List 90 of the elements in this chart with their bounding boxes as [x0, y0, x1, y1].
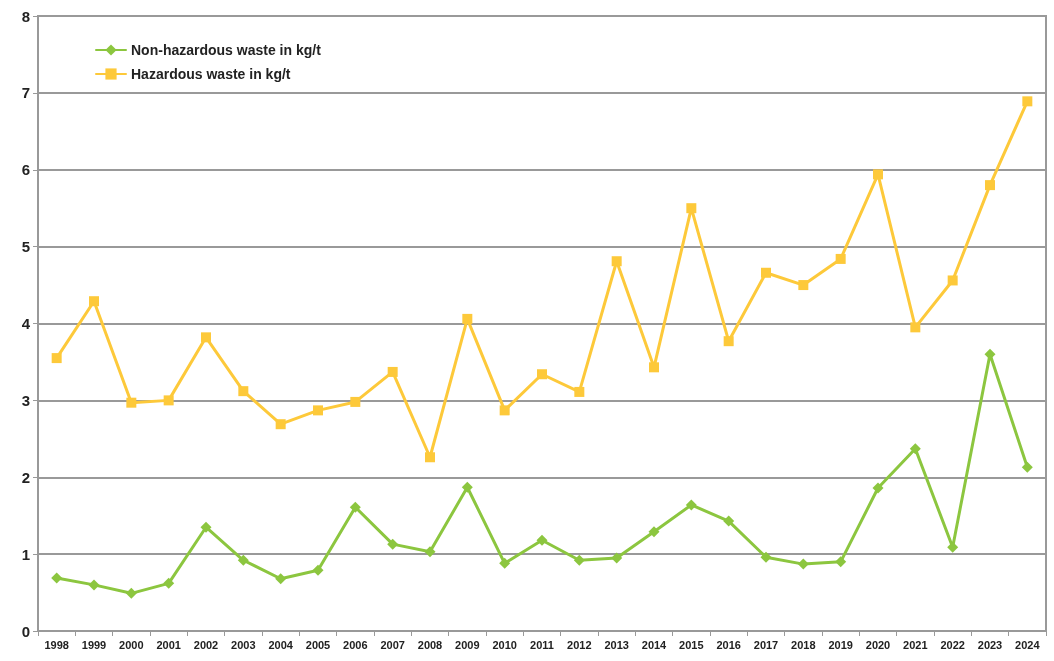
- point: [237, 554, 249, 566]
- x-tick-label: 2009: [455, 638, 480, 651]
- y-tick-label: 7: [21, 84, 30, 102]
- y-tick-label: 6: [21, 161, 30, 179]
- point: [648, 526, 660, 538]
- x-tick-label: 2003: [231, 638, 256, 651]
- x-tick-label: 2021: [903, 638, 928, 651]
- point: [313, 405, 323, 416]
- point: [89, 296, 99, 307]
- point: [985, 180, 995, 191]
- x-tick-label: 1998: [44, 638, 69, 651]
- point: [126, 397, 137, 408]
- point: [163, 577, 175, 589]
- x-tick-label: 2023: [977, 638, 1003, 651]
- point: [798, 280, 809, 291]
- point: [350, 396, 361, 407]
- point: [573, 554, 585, 566]
- point: [163, 395, 174, 406]
- x-tick-label: 2008: [417, 638, 443, 651]
- point: [275, 573, 287, 585]
- point: [349, 501, 361, 513]
- point: [537, 369, 547, 380]
- x-tick-label: 2000: [119, 638, 144, 651]
- point: [387, 538, 399, 550]
- x-tick-label: 2012: [567, 638, 592, 651]
- point: [51, 353, 62, 364]
- y-tick-label: 8: [21, 7, 30, 25]
- x-tick-label: 2022: [940, 638, 965, 651]
- x-tick-label: 2006: [343, 638, 368, 651]
- x-tick-label: 1999: [81, 638, 107, 651]
- point: [649, 362, 659, 373]
- x-tick-label: 2017: [753, 638, 779, 651]
- point: [88, 579, 100, 591]
- point: [761, 267, 771, 278]
- point: [499, 557, 511, 569]
- x-tick-label: 2001: [156, 638, 181, 651]
- x-tick-label: 2016: [716, 638, 741, 651]
- point: [611, 256, 622, 267]
- point: [461, 481, 473, 493]
- point: [424, 546, 436, 558]
- point: [387, 366, 398, 377]
- point: [574, 386, 585, 397]
- point: [425, 452, 435, 463]
- point: [723, 336, 734, 347]
- point: [872, 482, 884, 494]
- point: [835, 556, 847, 568]
- y-tick-label: 4: [21, 315, 31, 332]
- point: [1021, 461, 1033, 473]
- point: [686, 203, 697, 214]
- point: [947, 275, 958, 286]
- point: [685, 499, 697, 511]
- point: [611, 552, 623, 564]
- x-tick-label: 2002: [193, 638, 219, 651]
- point: [312, 564, 324, 576]
- point: [723, 515, 735, 527]
- x-tick-label: 2014: [641, 638, 668, 651]
- y-tick-label: 0: [21, 622, 30, 640]
- y-tick-label: 2: [21, 468, 30, 486]
- point: [536, 534, 548, 546]
- x-tick-label: 2010: [492, 638, 517, 651]
- point: [238, 386, 249, 397]
- x-tick-label: 2019: [828, 638, 853, 651]
- x-tick-label: 2005: [305, 638, 331, 651]
- y-tick-label: 1: [21, 545, 30, 563]
- x-tick-label: 2004: [268, 638, 294, 651]
- point: [835, 253, 846, 264]
- point: [760, 551, 772, 563]
- y-tick-label: 3: [21, 391, 30, 409]
- point: [275, 419, 286, 430]
- point: [201, 332, 211, 343]
- point: [909, 443, 921, 455]
- x-tick-label: 2007: [380, 638, 405, 651]
- legend-label: Non-hazardous waste in kg/t: [131, 42, 322, 58]
- x-tick-label: 2013: [604, 638, 629, 651]
- point: [797, 558, 809, 570]
- point: [51, 572, 63, 584]
- point: [200, 521, 212, 533]
- x-tick-label: 2024: [1015, 638, 1041, 651]
- y-tick-label: 5: [21, 238, 30, 256]
- point: [1022, 96, 1033, 107]
- point: [910, 322, 921, 333]
- x-tick-label: 2015: [679, 638, 704, 651]
- x-tick-label: 2020: [865, 638, 891, 651]
- legend-label: Hazardous waste in kg/t: [131, 66, 291, 82]
- point: [499, 405, 510, 416]
- point: [125, 587, 137, 599]
- point: [462, 313, 473, 324]
- point: [873, 169, 883, 180]
- x-tick-label: 2018: [791, 638, 816, 651]
- x-tick-label: 2011: [530, 638, 554, 651]
